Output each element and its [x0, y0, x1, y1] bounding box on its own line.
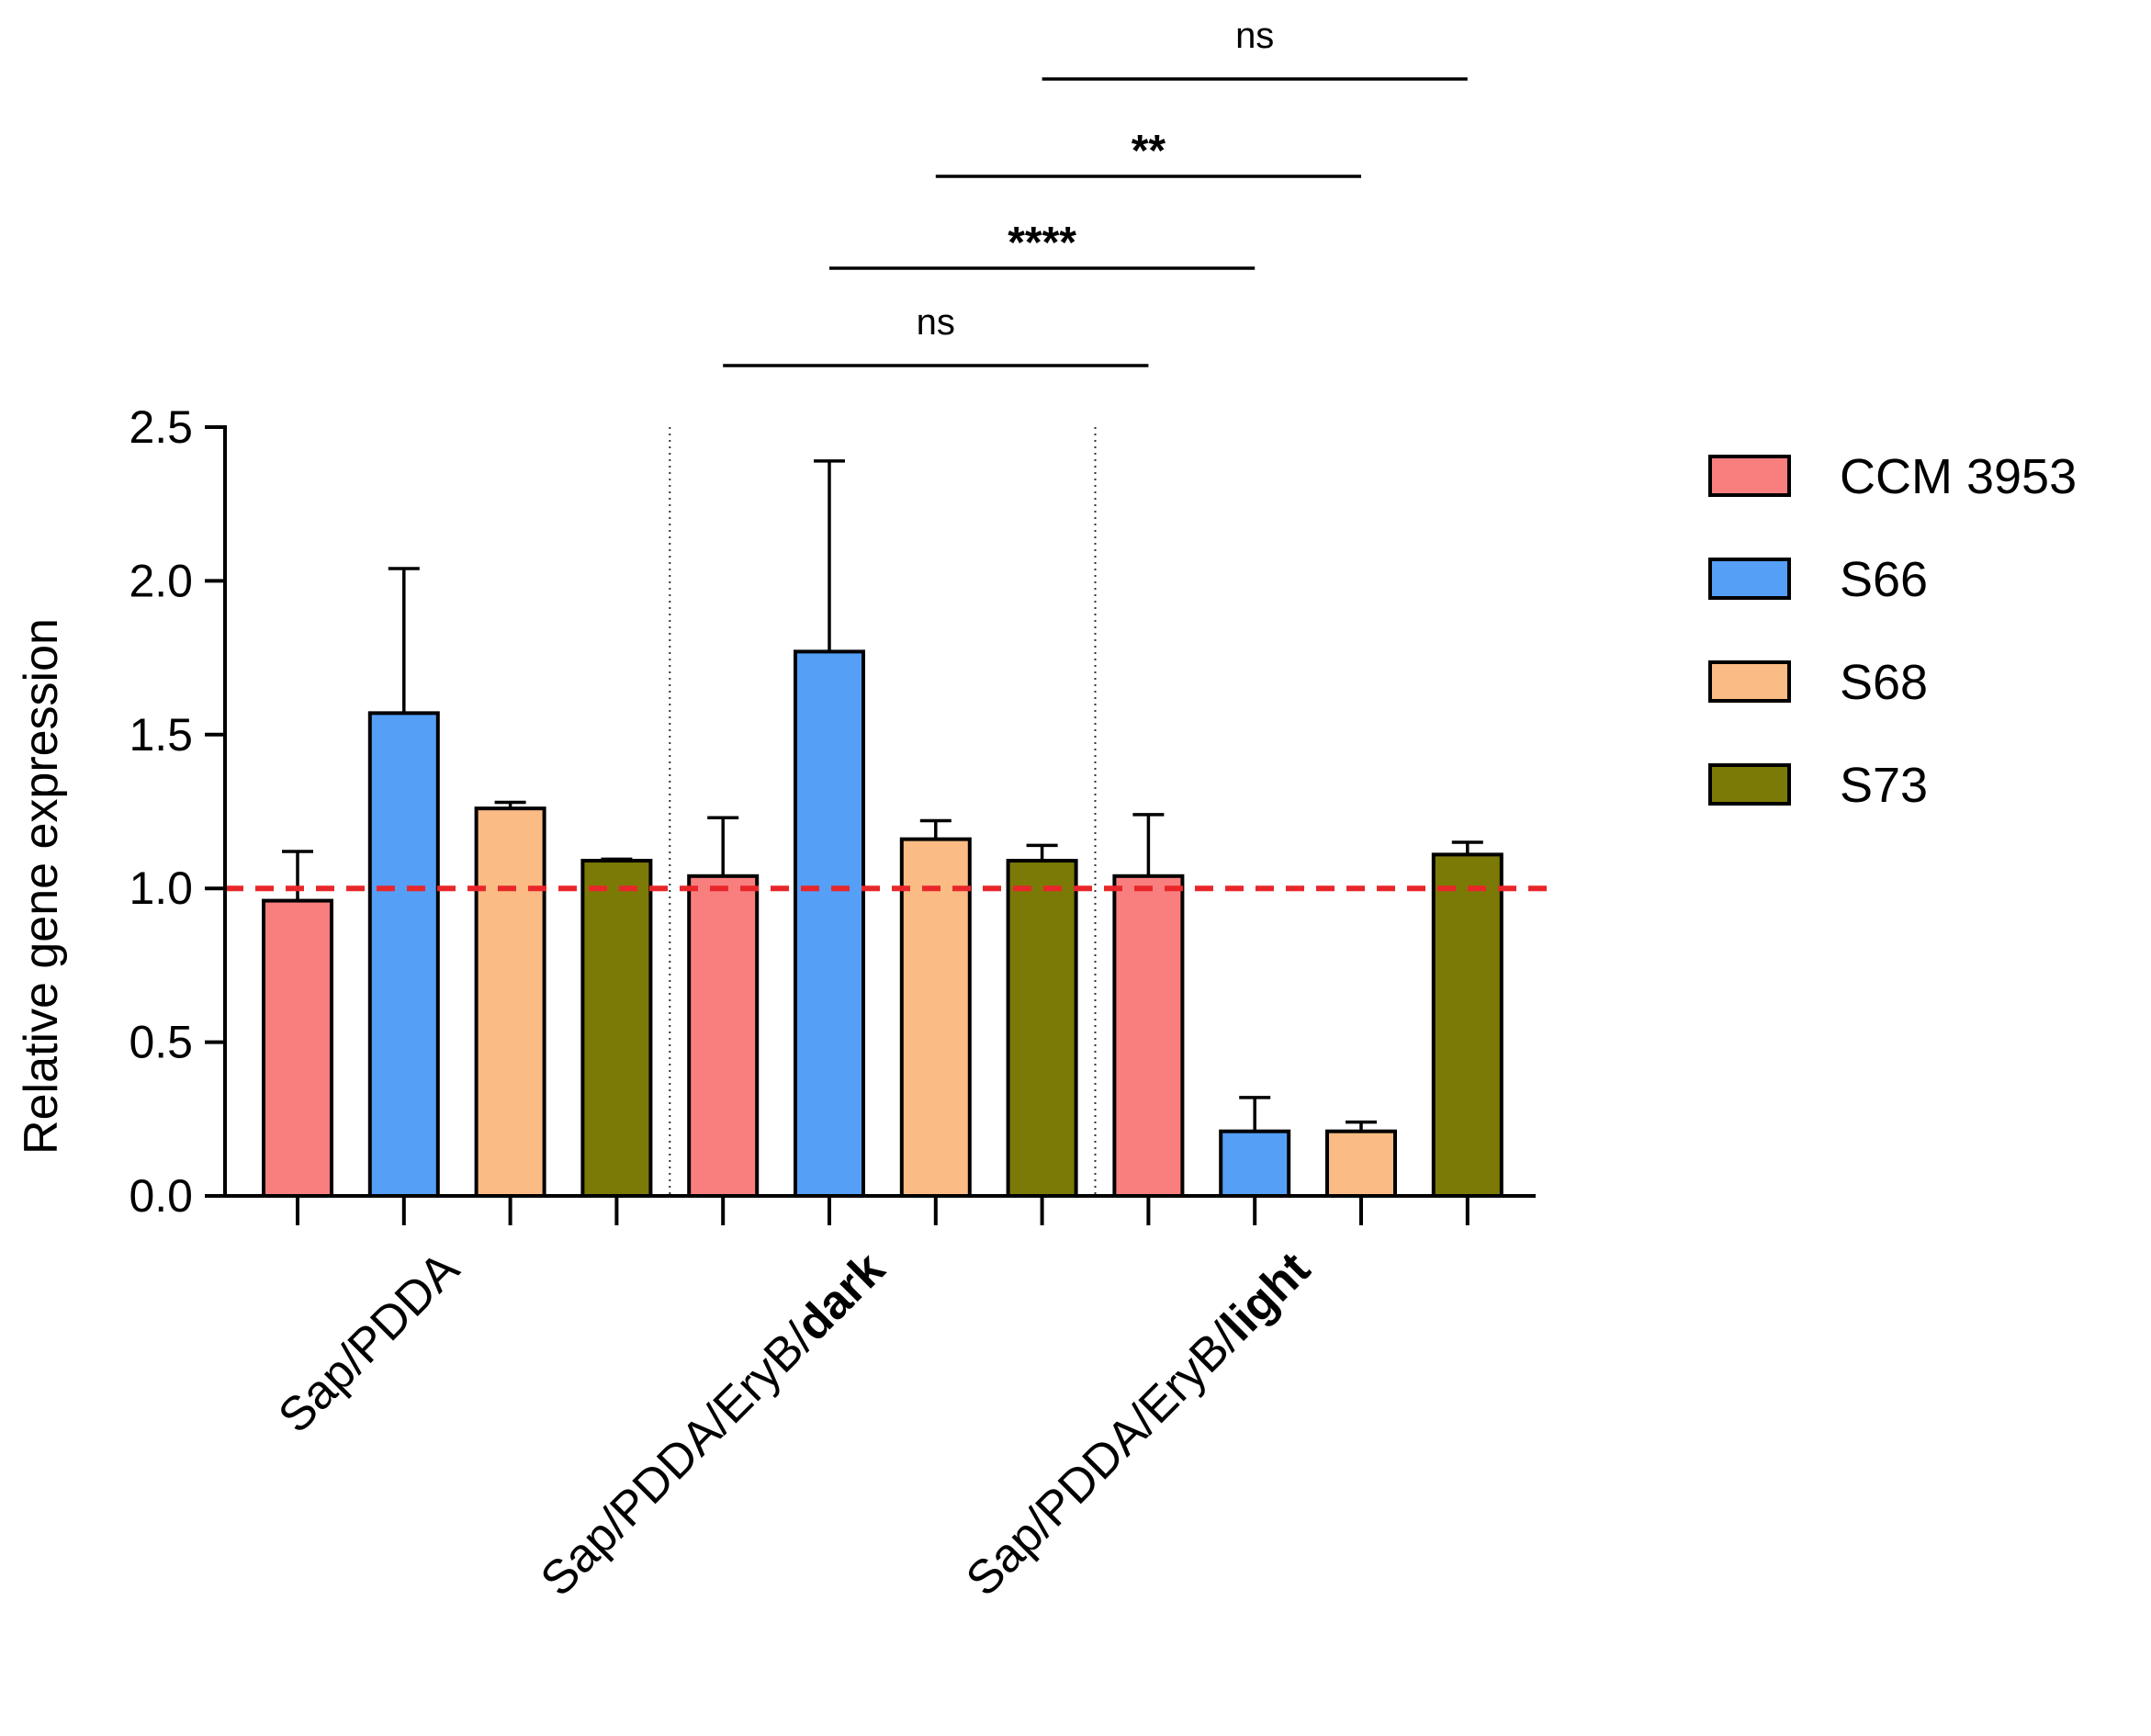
category-label: Sap/PDDA	[268, 1242, 469, 1443]
legend-swatch	[1708, 660, 1791, 703]
legend-label: S66	[1840, 552, 1928, 607]
category-label-text: Sap/PDDA/EryB/	[531, 1313, 824, 1606]
bar	[262, 898, 333, 1198]
significance-label: ****	[1008, 219, 1076, 267]
category-label: Sap/PDDA/EryB/dark	[531, 1242, 895, 1606]
category-label: Sap/PDDA/EryB/light	[956, 1242, 1321, 1606]
y-axis-title: Relative gene expression	[15, 618, 68, 1155]
bar	[687, 874, 760, 1198]
y-tick-label: 0.0	[129, 1170, 193, 1222]
bar	[1006, 859, 1078, 1198]
significance-label: ns	[917, 302, 955, 343]
category-label-text: Sap/PDDA/EryB/	[956, 1313, 1249, 1606]
legend-label: S68	[1840, 655, 1928, 710]
bar	[1219, 1129, 1291, 1199]
legend-swatch	[1708, 558, 1791, 600]
y-tick-label: 2.5	[129, 401, 193, 453]
legend-swatch	[1708, 455, 1791, 497]
legend-label: CCM 3953	[1840, 449, 2077, 504]
bar	[367, 711, 440, 1198]
bar	[899, 837, 972, 1199]
y-tick-label: 1.0	[129, 862, 193, 914]
significance-label: **	[1132, 127, 1166, 175]
bar	[1112, 874, 1185, 1198]
bar	[474, 806, 546, 1198]
legend-label: S73	[1840, 758, 1928, 813]
significance-label: ns	[1235, 16, 1274, 56]
category-label-text: Sap/PDDA	[268, 1242, 469, 1443]
y-tick-label: 1.5	[129, 709, 193, 761]
y-tick-label: 0.5	[129, 1017, 193, 1068]
y-tick-label: 2.0	[129, 555, 193, 606]
bar	[580, 859, 653, 1198]
bar	[1431, 852, 1503, 1198]
bar	[1325, 1129, 1397, 1199]
legend-swatch	[1708, 763, 1791, 806]
bar	[794, 649, 865, 1198]
